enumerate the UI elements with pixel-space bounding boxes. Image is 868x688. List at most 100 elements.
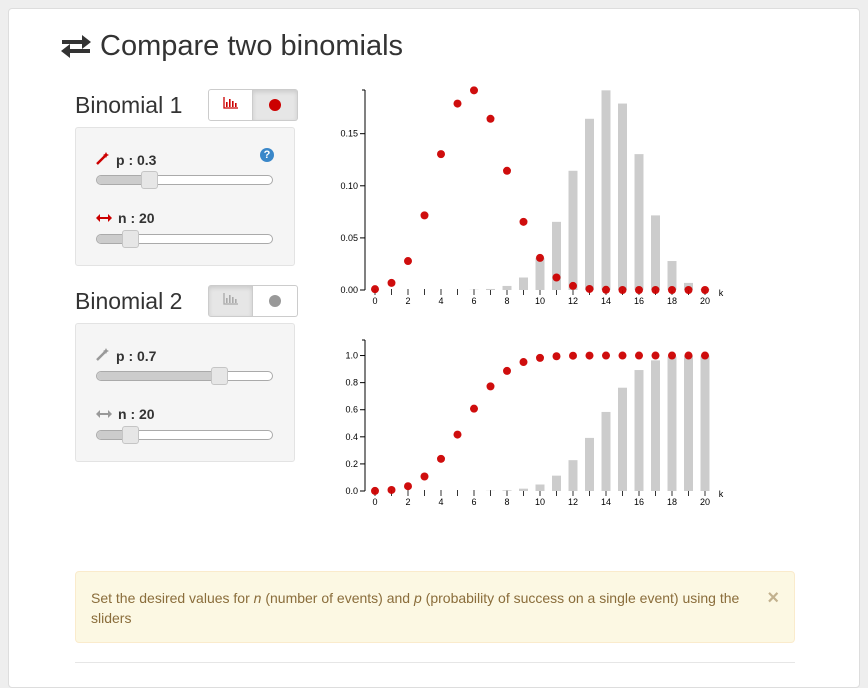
- binomial1-title: Binomial 1: [75, 92, 208, 119]
- binomial2-p-slider[interactable]: [96, 371, 273, 381]
- bar: [569, 460, 578, 491]
- y-tick-label: 0.6: [345, 405, 358, 415]
- exchange-icon: [60, 34, 92, 58]
- binomial1-p-label: p : 0.3: [96, 151, 156, 168]
- arrows-h-icon: [96, 406, 112, 422]
- x-tick-label: 2: [405, 497, 410, 507]
- bar: [486, 289, 495, 290]
- x-tick-label: 10: [535, 296, 545, 306]
- point: [454, 100, 462, 108]
- binomial2-n-label: n : 20: [96, 406, 155, 422]
- point: [503, 367, 511, 375]
- binomial2-dots-button[interactable]: [253, 285, 298, 317]
- point: [701, 286, 709, 294]
- info-alert: Set the desired values for n (number of …: [75, 571, 795, 643]
- bar: [503, 490, 512, 491]
- bar: [585, 119, 594, 290]
- bar: [651, 360, 660, 491]
- binomial1-dots-button[interactable]: [253, 89, 298, 121]
- circle-icon: [269, 99, 281, 111]
- bar-chart-icon: [223, 96, 239, 114]
- bar-chart-icon: [223, 292, 239, 310]
- bar: [536, 258, 545, 290]
- point: [487, 115, 495, 123]
- point: [520, 218, 528, 226]
- slider-handle[interactable]: [122, 426, 139, 444]
- point: [553, 352, 561, 360]
- point: [437, 150, 445, 158]
- binomial2-p-label: p : 0.7: [96, 347, 156, 364]
- binomial1-display-toggle: [208, 89, 298, 121]
- x-tick-label: 8: [504, 497, 509, 507]
- binomial1-bars-button[interactable]: [208, 89, 253, 121]
- bar: [503, 286, 512, 290]
- binomial2-n-slider[interactable]: [96, 430, 273, 440]
- point: [602, 352, 610, 360]
- point: [553, 273, 561, 281]
- point: [652, 286, 660, 294]
- point: [635, 286, 643, 294]
- point: [404, 257, 412, 265]
- x-tick-label: 12: [568, 296, 578, 306]
- binomial2-title: Binomial 2: [75, 288, 208, 315]
- binomial2-bars-button[interactable]: [208, 285, 253, 317]
- point: [470, 86, 478, 94]
- point: [503, 167, 511, 175]
- slider-handle[interactable]: [141, 171, 158, 189]
- x-tick-label: 4: [438, 497, 443, 507]
- binomial1-n-slider[interactable]: [96, 234, 273, 244]
- point: [421, 211, 429, 219]
- alert-text: Set the desired values for n (number of …: [91, 590, 739, 626]
- bar: [519, 277, 528, 290]
- x-tick-label: 14: [601, 296, 611, 306]
- x-tick-label: 4: [438, 296, 443, 306]
- slider-handle[interactable]: [122, 230, 139, 248]
- slider-handle[interactable]: [211, 367, 228, 385]
- point: [685, 286, 693, 294]
- y-tick-label: 0.05: [340, 233, 358, 243]
- x-tick-label: 6: [471, 296, 476, 306]
- point: [404, 482, 412, 490]
- x-tick-label: 20: [700, 296, 710, 306]
- x-tick-label: 16: [634, 497, 644, 507]
- x-tick-label: 14: [601, 497, 611, 507]
- arrows-h-icon: [96, 210, 112, 226]
- y-tick-label: 0.4: [345, 432, 358, 442]
- bar: [519, 489, 528, 491]
- point: [487, 382, 495, 390]
- help-icon[interactable]: ?: [260, 148, 274, 162]
- bar: [536, 484, 545, 491]
- close-icon[interactable]: ×: [767, 588, 779, 608]
- x-tick-label: 16: [634, 296, 644, 306]
- binomial1-p-slider[interactable]: [96, 175, 273, 185]
- y-tick-label: 0.00: [340, 285, 358, 295]
- point: [586, 285, 594, 293]
- point: [685, 352, 693, 360]
- point: [569, 352, 577, 360]
- bar: [602, 412, 611, 491]
- binomial1-panel: p : 0.3 ? n : 20: [75, 127, 295, 266]
- bar: [668, 261, 677, 290]
- point: [602, 286, 610, 294]
- magic-wand-icon: [96, 151, 110, 168]
- x-tick-label: 18: [667, 497, 677, 507]
- point: [470, 405, 478, 413]
- point: [619, 352, 627, 360]
- point: [701, 352, 709, 360]
- y-tick-label: 0.2: [345, 459, 358, 469]
- bar: [668, 357, 677, 491]
- y-tick-label: 0.0: [345, 486, 358, 496]
- point: [536, 354, 544, 362]
- x-tick-label: 0: [372, 497, 377, 507]
- point: [371, 285, 379, 293]
- point: [668, 352, 676, 360]
- bar: [635, 154, 644, 290]
- binomial1-header: Binomial 1: [75, 88, 298, 122]
- y-tick-label: 0.8: [345, 378, 358, 388]
- binomial2-panel: p : 0.7 n : 20: [75, 323, 295, 462]
- point: [388, 279, 396, 287]
- point: [652, 352, 660, 360]
- x-axis-label: k: [719, 288, 724, 298]
- y-tick-label: 0.15: [340, 129, 358, 139]
